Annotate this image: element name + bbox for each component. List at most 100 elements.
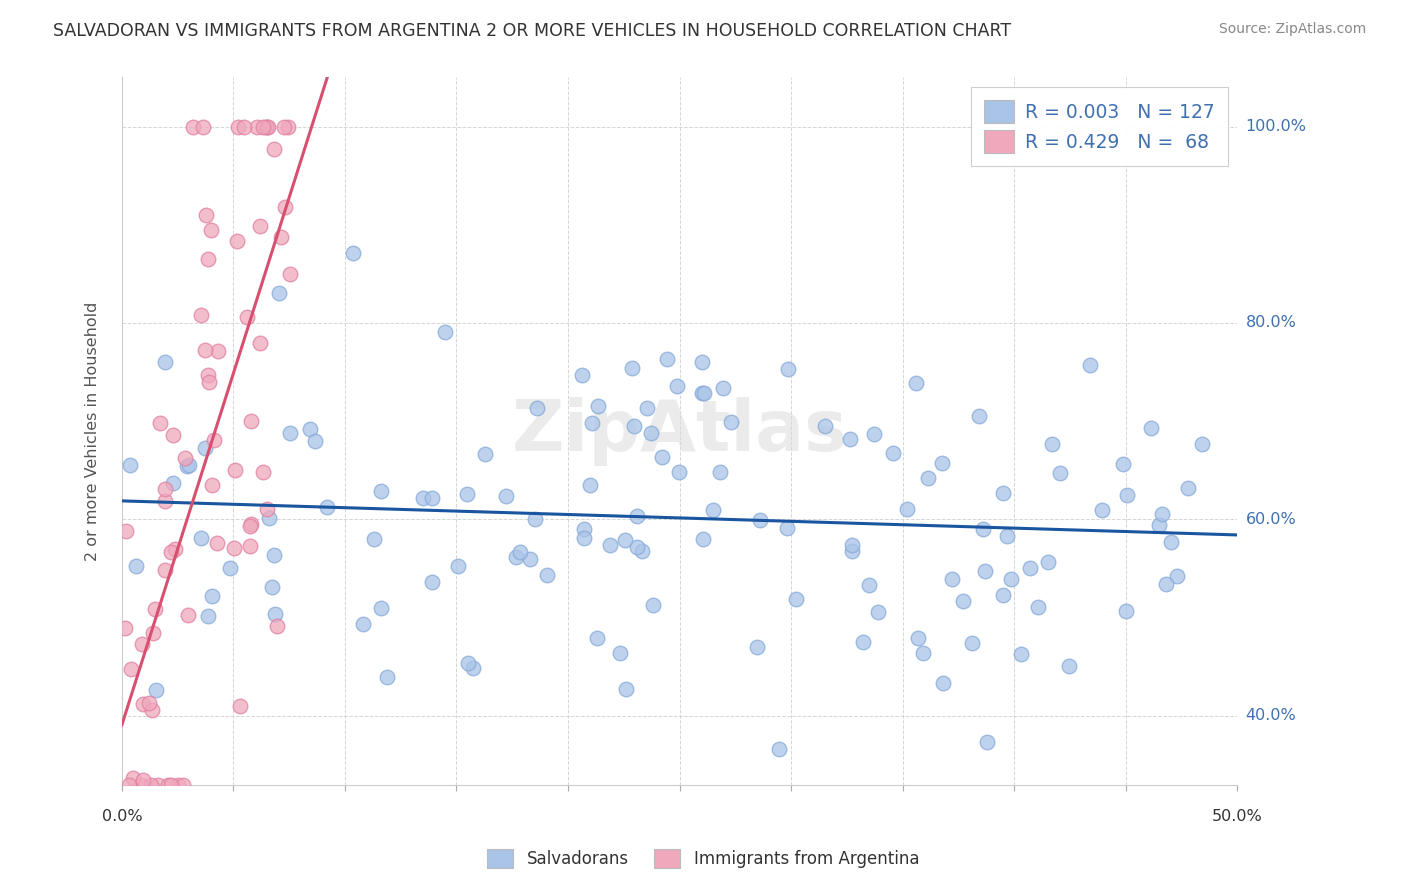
Point [256, 120, 278, 134]
Point [1057, 658, 1080, 673]
Point [882, 446, 904, 460]
Point [863, 427, 886, 442]
Point [1038, 555, 1060, 569]
Point [141, 625, 163, 640]
Point [299, 422, 322, 436]
Point [709, 465, 731, 479]
Point [1191, 437, 1213, 451]
Point [578, 477, 600, 491]
Point [155, 354, 177, 368]
Point [233, 120, 256, 134]
Point [932, 675, 955, 690]
Point [1112, 457, 1135, 471]
Text: 80.0%: 80.0% [1246, 316, 1296, 331]
Point [252, 120, 274, 134]
Point [526, 401, 548, 416]
Point [995, 529, 1018, 543]
Text: 60.0%: 60.0% [1246, 512, 1296, 527]
Point [174, 450, 197, 465]
Point [447, 558, 470, 573]
Point [236, 310, 259, 325]
Point [240, 517, 263, 532]
Point [917, 471, 939, 485]
Point [581, 417, 603, 431]
Point [197, 368, 219, 383]
Point [931, 455, 953, 469]
Point [941, 572, 963, 586]
Text: 50.0%: 50.0% [1212, 809, 1263, 824]
Point [991, 485, 1014, 500]
Point [868, 606, 890, 620]
Point [193, 441, 215, 455]
Point [352, 617, 374, 632]
Point [120, 662, 142, 676]
Point [160, 544, 183, 558]
Point [1149, 518, 1171, 533]
Point [973, 564, 995, 578]
Point [505, 549, 527, 564]
Point [267, 285, 290, 300]
Point [509, 544, 531, 558]
Point [118, 778, 141, 792]
Point [149, 416, 172, 430]
Point [273, 200, 295, 214]
Point [1160, 534, 1182, 549]
Text: 40.0%: 40.0% [1246, 708, 1296, 723]
Legend: Salvadorans, Immigrants from Argentina: Salvadorans, Immigrants from Argentina [479, 843, 927, 875]
Point [191, 120, 214, 134]
Point [1000, 572, 1022, 586]
Point [1010, 647, 1032, 661]
Point [1040, 437, 1063, 451]
Point [257, 120, 280, 134]
Point [252, 465, 274, 479]
Point [785, 592, 807, 607]
Point [278, 426, 301, 441]
Point [1166, 569, 1188, 583]
Point [972, 522, 994, 536]
Point [122, 771, 145, 785]
Point [266, 619, 288, 633]
Point [146, 778, 169, 792]
Point [1139, 421, 1161, 435]
Point [571, 368, 593, 383]
Point [572, 531, 595, 545]
Point [263, 548, 285, 562]
Point [907, 631, 929, 645]
Point [613, 533, 636, 548]
Point [181, 120, 204, 134]
Point [304, 434, 326, 449]
Point [207, 343, 229, 358]
Point [776, 362, 799, 376]
Point [641, 599, 664, 613]
Point [229, 698, 252, 713]
Point [197, 252, 219, 266]
Point [536, 568, 558, 582]
Point [194, 209, 217, 223]
Point [693, 385, 716, 400]
Point [141, 703, 163, 717]
Point [463, 661, 485, 675]
Point [222, 541, 245, 556]
Point [474, 447, 496, 461]
Point [315, 500, 337, 514]
Point [278, 268, 301, 282]
Point [179, 458, 201, 473]
Point [226, 234, 249, 248]
Text: ZipAtlas: ZipAtlas [512, 397, 848, 466]
Point [572, 522, 595, 536]
Point [157, 778, 180, 792]
Point [841, 544, 863, 558]
Point [254, 120, 277, 134]
Point [636, 401, 658, 415]
Point [190, 308, 212, 322]
Point [1026, 600, 1049, 615]
Point [177, 607, 200, 622]
Point [412, 491, 434, 506]
Text: 0.0%: 0.0% [101, 809, 142, 824]
Point [270, 229, 292, 244]
Point [896, 502, 918, 516]
Point [1115, 604, 1137, 618]
Point [711, 381, 734, 395]
Point [623, 419, 645, 434]
Point [1152, 507, 1174, 521]
